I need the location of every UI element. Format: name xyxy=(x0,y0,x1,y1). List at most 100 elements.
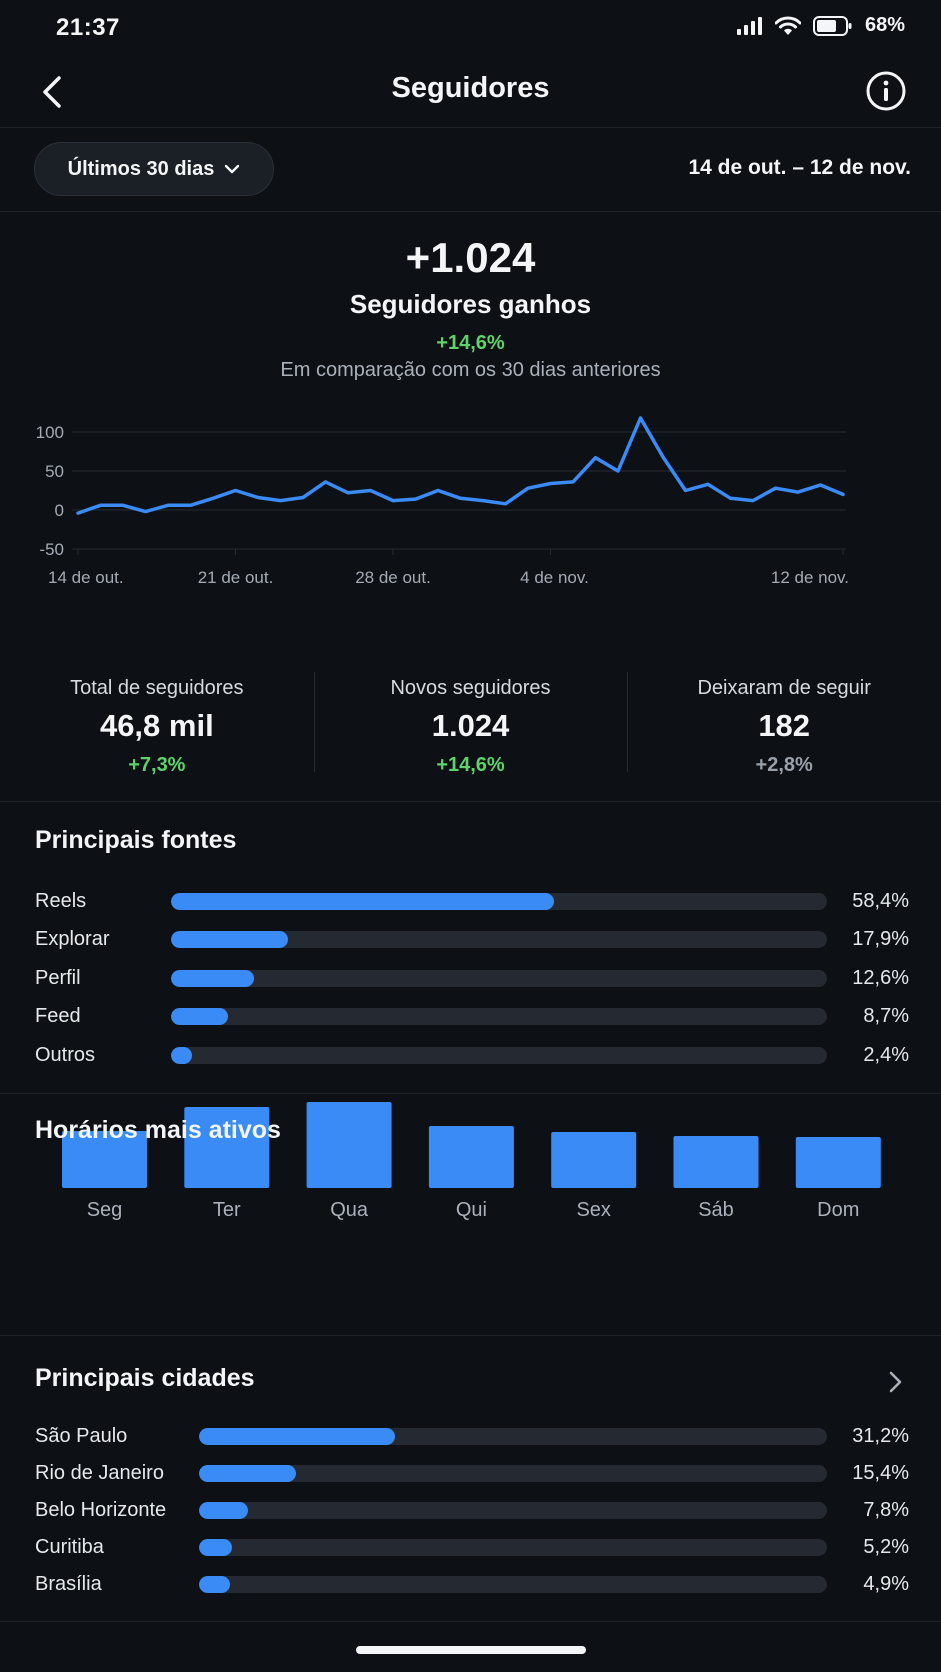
bar-track xyxy=(171,1008,827,1026)
active-hours-section: Seg Ter Qua Qui Sex Sáb Dom Horários mais ativ… xyxy=(0,1094,941,1336)
active-hours-chart: Seg Ter Qua Qui Sex Sáb Dom xyxy=(62,1102,881,1221)
followers-line-chart: 150 100 50 0 -50 14 de out. 21 de out. 28 de ou… xyxy=(0,400,941,640)
bar-fill xyxy=(171,931,289,949)
status-time: 21:37 xyxy=(56,14,120,41)
bar-fill xyxy=(171,1008,229,1026)
x-tick-label: 4 de nov. xyxy=(520,568,589,587)
kpi-label: Deixaram de seguir xyxy=(697,677,871,699)
followers-gained-label: Seguidores ganhos xyxy=(349,289,592,319)
chevron-down-icon xyxy=(225,164,240,174)
sources-list: Reels 58,4% Explorar 17,9% Perfil 12,6% … xyxy=(35,882,909,1075)
bar-ter xyxy=(184,1107,270,1189)
period-label: Últimos 30 dias xyxy=(67,157,215,180)
x-tick-label: 28 de out. xyxy=(355,568,431,587)
kpi-row: Total de seguidores 46,8 mil +7,3% Novos… xyxy=(0,664,941,802)
period-dropdown[interactable]: Últimos 30 dias xyxy=(34,142,274,196)
bar-fill xyxy=(199,1428,395,1445)
x-tick-label: 12 de nov. xyxy=(771,568,849,587)
y-tick-label: 100 xyxy=(36,423,64,442)
city-label: Brasília xyxy=(35,1573,102,1595)
bar-track xyxy=(171,931,827,949)
bar-fill xyxy=(199,1576,230,1593)
bar-track xyxy=(199,1576,827,1593)
cities-list: São Paulo 31,2% Rio de Janeiro 15,4% Bel… xyxy=(35,1418,909,1603)
bar-fill xyxy=(199,1502,248,1519)
summary: +1.024 Seguidores ganhos +14,6% Em compa… xyxy=(0,230,941,384)
chevron-left-icon xyxy=(43,76,61,108)
kpi-change: +7,3% xyxy=(128,754,186,776)
date-range: 14 de out. – 12 de nov. xyxy=(688,156,911,179)
bar-track xyxy=(199,1502,827,1519)
bar-fill xyxy=(199,1539,232,1556)
city-pct: 15,4% xyxy=(852,1462,909,1484)
battery-icon xyxy=(812,15,852,36)
wifi-icon xyxy=(774,16,801,35)
followers-gained-value: +1.024 xyxy=(405,234,536,281)
kpi-label: Total de seguidores xyxy=(70,677,244,699)
city-label: Belo Horizonte xyxy=(35,1499,167,1521)
source-label: Explorar xyxy=(35,928,110,951)
bar-track xyxy=(199,1428,827,1445)
x-tick-label: 21 de out. xyxy=(198,568,274,587)
source-row: Feed 8,7% xyxy=(35,998,909,1037)
city-pct: 4,9% xyxy=(863,1573,909,1595)
filter-row: Últimos 30 dias 14 de out. – 12 de nov. xyxy=(0,128,941,212)
x-tick-label: 14 de out. xyxy=(48,568,124,587)
city-row: Rio de Janeiro 15,4% xyxy=(35,1455,909,1492)
bar-qui xyxy=(428,1126,514,1189)
kpi-value: 46,8 mil xyxy=(99,708,214,743)
bar-sáb xyxy=(673,1136,759,1189)
home-indicator[interactable] xyxy=(356,1646,586,1654)
bar-fill xyxy=(171,892,555,910)
kpi-value: 1.024 xyxy=(431,708,510,743)
source-pct: 58,4% xyxy=(852,889,909,912)
nav-bar: Seguidores xyxy=(0,56,941,128)
info-button[interactable] xyxy=(865,70,907,112)
source-pct: 12,6% xyxy=(852,966,909,989)
source-label: Feed xyxy=(35,1005,81,1028)
y-tick-label: 50 xyxy=(45,462,64,481)
city-row: Curitiba 5,2% xyxy=(35,1529,909,1566)
bar-fill xyxy=(199,1465,296,1482)
bar-track xyxy=(171,892,827,910)
bar-fill xyxy=(171,1046,192,1064)
section-title: Horários mais ativos xyxy=(35,1116,281,1144)
bar-qua xyxy=(306,1102,392,1189)
chevron-right-icon[interactable] xyxy=(885,1368,907,1396)
info-icon xyxy=(866,71,906,111)
bar-track xyxy=(171,1046,827,1064)
source-label: Reels xyxy=(35,889,87,912)
signal-icon xyxy=(736,16,762,35)
kpi-value: 182 xyxy=(758,708,811,743)
source-pct: 8,7% xyxy=(863,1005,909,1028)
day-label: Seg xyxy=(87,1199,123,1221)
kpi-total-followers: Total de seguidores 46,8 mil +7,3% xyxy=(0,664,314,801)
source-row: Explorar 17,9% xyxy=(35,921,909,960)
city-pct: 5,2% xyxy=(863,1536,909,1558)
city-row: Brasília 4,9% xyxy=(35,1566,909,1603)
kpi-new-followers: Novos seguidores 1.024 +14,6% xyxy=(313,664,628,801)
source-label: Perfil xyxy=(35,966,81,989)
kpi-change: +2,8% xyxy=(755,754,813,776)
city-pct: 31,2% xyxy=(852,1425,909,1447)
page-title: Seguidores xyxy=(391,72,550,104)
back-button[interactable] xyxy=(32,70,72,114)
city-row: Belo Horizonte 7,8% xyxy=(35,1492,909,1529)
kpi-unfollows: Deixaram de seguir 182 +2,8% xyxy=(627,664,941,801)
city-pct: 7,8% xyxy=(863,1499,909,1521)
city-row: São Paulo 31,2% xyxy=(35,1418,909,1455)
day-label: Dom xyxy=(817,1199,859,1221)
source-row: Outros 2,4% xyxy=(35,1036,909,1075)
top-sources-section: Principais fontes Reels 58,4% Explorar 1… xyxy=(0,804,941,1094)
section-title: Principais cidades xyxy=(35,1364,255,1392)
kpi-label: Novos seguidores xyxy=(390,677,551,699)
source-pct: 2,4% xyxy=(863,1043,909,1066)
city-label: Rio de Janeiro xyxy=(35,1462,164,1484)
kpi-change: +14,6% xyxy=(436,754,505,776)
source-row: Reels 58,4% xyxy=(35,882,909,921)
bar-sex xyxy=(551,1132,637,1189)
day-label: Ter xyxy=(213,1199,241,1221)
status-icons: 68% xyxy=(736,14,905,37)
day-label: Sex xyxy=(576,1199,610,1221)
y-tick-label: 0 xyxy=(55,501,64,520)
